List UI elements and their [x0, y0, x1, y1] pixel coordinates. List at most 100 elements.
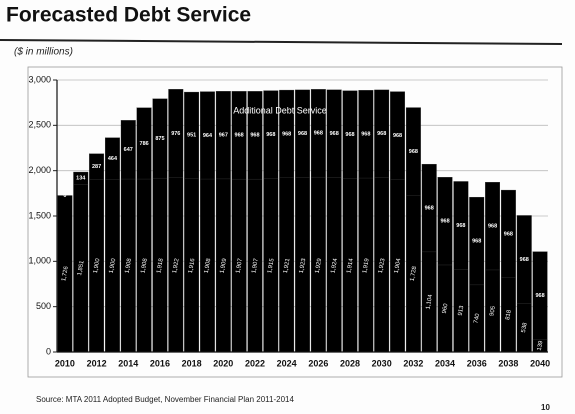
base-value-label: 1,908	[125, 257, 134, 273]
additional-bar-segment	[516, 215, 532, 304]
base-value-label: 1,918	[156, 257, 165, 273]
plot: 0 500 1,000 1,500 2,000 2,500 3,000 2010 1,726 0 1…	[28, 74, 550, 368]
chart-frame	[27, 66, 563, 378]
additional-bar-segment	[247, 91, 263, 180]
x-tick-label: 2028	[340, 358, 360, 368]
additional-value-label: 968	[282, 131, 291, 137]
x-tick-label: 2034	[435, 358, 455, 368]
additional-bar-segment	[500, 189, 516, 278]
additional-value-label: 951	[187, 133, 196, 139]
x-tick-label: 2038	[498, 358, 518, 368]
base-value-label: 1,907	[251, 257, 260, 273]
additional-bar-segment	[532, 251, 548, 340]
additional-bar-segment	[453, 181, 469, 270]
additional-value-label: 976	[171, 131, 180, 137]
x-tick-label: 2026	[308, 358, 328, 368]
x-tick-label: 2010	[55, 358, 75, 368]
additional-value-label: 0	[63, 193, 66, 199]
additional-value-label: 134	[76, 176, 86, 182]
source-note: Source: MTA 2011 Adopted Budget, Novembe…	[36, 395, 294, 404]
additional-value-label: 968	[488, 224, 497, 230]
additional-bar-segment	[200, 91, 215, 180]
x-tick-label: 2016	[150, 358, 170, 368]
additional-bar-segment	[390, 91, 405, 180]
additional-bar-segment	[136, 107, 152, 180]
additional-bar-segment	[310, 89, 326, 178]
page-number: 10	[541, 403, 550, 412]
additional-bar-segment	[405, 107, 421, 196]
additional-value-label: 968	[425, 205, 434, 211]
base-value-label: 740	[473, 312, 481, 324]
additional-value-label: 968	[361, 132, 370, 138]
x-tick-label: 2012	[87, 358, 107, 368]
base-value-label: 1,914	[346, 257, 355, 273]
base-value-label: 1,726	[61, 265, 70, 281]
additional-bar-segment	[215, 91, 231, 180]
series-annotation: Additional Debt Service	[233, 105, 327, 115]
base-value-label: 1,923	[378, 257, 387, 273]
title-rule	[0, 39, 563, 45]
additional-bar-segment	[279, 89, 295, 178]
additional-value-label: 968	[235, 133, 244, 139]
additional-value-label: 464	[108, 156, 118, 162]
base-value-label: 1,728	[410, 265, 419, 281]
base-value-label: 1,919	[362, 257, 371, 273]
additional-value-label: 968	[314, 131, 323, 137]
x-tick-label: 2014	[118, 358, 138, 368]
subtitle: ($ in millions)	[14, 47, 73, 58]
base-value-label: 1,904	[394, 257, 403, 273]
additional-value-label: 968	[520, 257, 529, 263]
additional-value-label: 964	[203, 133, 213, 139]
base-value-label: 1,916	[188, 257, 197, 273]
base-value-label: 139	[537, 340, 545, 352]
additional-bar-segment	[120, 120, 136, 180]
base-value-label: 1,915	[267, 257, 276, 273]
base-value-label: 1,909	[220, 257, 229, 273]
base-value-label: 1,924	[330, 257, 339, 273]
base-value-label: 1,923	[299, 257, 308, 273]
base-value-label: 1,908	[140, 257, 149, 273]
additional-value-label: 968	[456, 223, 465, 229]
additional-value-label: 968	[409, 149, 418, 155]
base-value-label: 1,907	[235, 257, 244, 273]
y-tick-label: 1,500	[28, 210, 51, 220]
additional-bar-segment	[152, 98, 168, 179]
additional-bar-segment	[485, 182, 501, 271]
base-value-label: 960	[442, 302, 450, 314]
additional-bar-segment	[104, 137, 120, 180]
y-tick-label: 2,000	[28, 165, 51, 175]
additional-bar-segment	[184, 91, 200, 179]
x-tick-label: 2024	[277, 358, 297, 368]
base-value-label: 1,908	[204, 257, 213, 273]
slide-title: Forecasted Debt Service	[6, 4, 251, 27]
base-value-label: 905	[489, 305, 497, 317]
additional-bar-segment	[326, 89, 342, 178]
y-tick-label: 0	[46, 346, 51, 356]
additional-bar-segment	[295, 89, 310, 178]
base-value-label: 913	[458, 305, 466, 317]
additional-value-label: 968	[250, 133, 259, 139]
additional-value-label: 968	[298, 131, 307, 137]
x-tick-label: 2032	[403, 358, 423, 368]
additional-bar-segment	[358, 90, 374, 179]
x-tick-label: 2018	[182, 358, 202, 368]
base-value-label: 1,851	[77, 260, 86, 276]
additional-value-label: 786	[140, 141, 149, 147]
additional-value-label: 968	[377, 131, 386, 137]
additional-value-label: 967	[219, 133, 228, 139]
additional-bar-segment	[73, 171, 89, 185]
x-tick-label: 2030	[372, 358, 392, 368]
additional-value-label: 647	[124, 147, 133, 153]
additional-value-label: 968	[330, 131, 339, 137]
additional-bar-segment	[342, 90, 358, 179]
additional-value-label: 968	[472, 238, 481, 244]
additional-bar-segment	[89, 153, 105, 180]
additional-value-label: 968	[504, 231, 513, 237]
x-tick-label: 2040	[530, 358, 550, 368]
additional-bar-segment	[421, 163, 437, 253]
additional-bar-segment	[374, 89, 390, 178]
additional-value-label: 968	[345, 132, 354, 138]
base-value-label: 818	[505, 309, 513, 321]
x-tick-label: 2036	[467, 358, 487, 368]
base-value-label: 1,900	[93, 257, 102, 273]
